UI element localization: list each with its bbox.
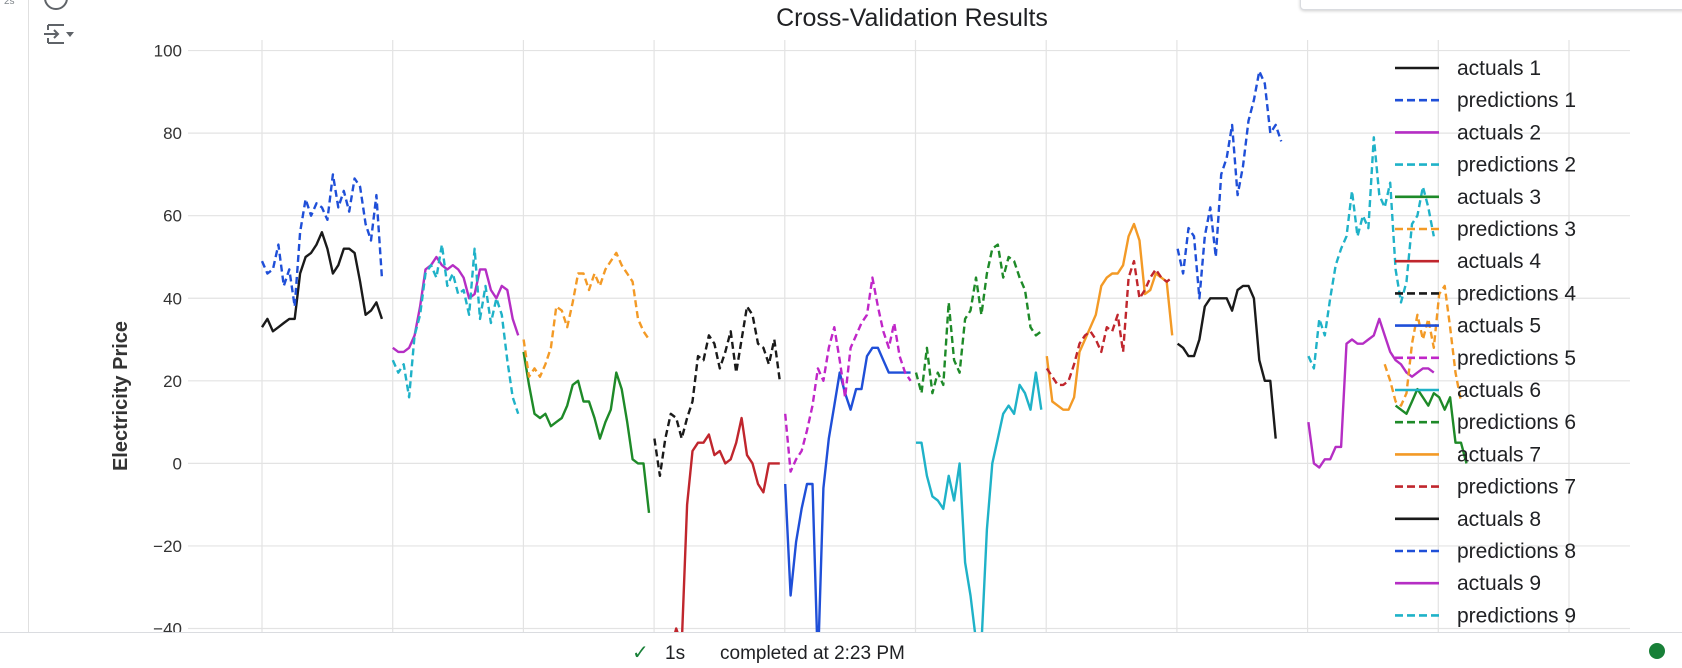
legend-label: actuals 3: [1457, 186, 1541, 209]
series-line: [1176, 284, 1277, 439]
legend-label: actuals 5: [1457, 315, 1541, 338]
cross-validation-chart: −40 −20 0 20 40 60 80 100 Cross-Validation Resu…: [110, 4, 1630, 632]
series-line: [784, 346, 911, 632]
y-axis-label: Electricity Price: [110, 321, 132, 471]
run-duration: 1s: [665, 643, 686, 664]
legend-label: actuals 7: [1457, 443, 1541, 466]
run-time-label: 2s: [4, 0, 15, 7]
y-tick-label: 100: [154, 42, 182, 61]
legend-label: predictions 9: [1457, 604, 1576, 627]
legend-label: predictions 6: [1457, 411, 1576, 434]
checkmark-icon: ✓: [632, 642, 649, 664]
y-tick-label: −20: [153, 537, 182, 556]
series-line: [260, 173, 384, 308]
legend-label: predictions 5: [1457, 347, 1576, 370]
series-line: [1176, 69, 1283, 300]
legend-label: actuals 9: [1457, 572, 1541, 595]
status-message: completed at 2:23 PM: [720, 643, 905, 664]
y-tick-label: 0: [173, 454, 182, 473]
legend-label: predictions 8: [1457, 540, 1576, 563]
status-indicator-icon: [1649, 643, 1665, 659]
legend-label: predictions 4: [1457, 282, 1576, 305]
series-line: [1045, 259, 1173, 387]
series-line: [260, 230, 384, 333]
chart-title: Cross-Validation Results: [776, 4, 1048, 32]
legend-label: predictions 2: [1457, 154, 1576, 177]
legend-label: actuals 6: [1457, 379, 1541, 402]
series-line: [674, 416, 780, 632]
series-line: [784, 276, 912, 473]
legend-label: actuals 1: [1457, 57, 1541, 80]
series-line: [522, 251, 650, 378]
floating-popup: [1300, 0, 1682, 10]
status-bar: ✓ 1s completed at 2:23 PM: [0, 632, 1682, 668]
legend-label: predictions 1: [1457, 89, 1576, 112]
axes: −40 −20 0 20 40 60 80 100: [153, 42, 182, 632]
cell-gutter: 2s: [0, 0, 29, 632]
series-line: [916, 371, 1043, 632]
series-line: [1045, 222, 1174, 411]
y-tick-label: −40: [153, 620, 182, 633]
legend: actuals 1 predictions 1 actuals 2 predictio…: [1395, 57, 1576, 627]
legend-label: actuals 2: [1457, 121, 1541, 144]
y-tick-label: 40: [163, 289, 182, 308]
series-lines: [260, 69, 1468, 632]
series-line: [1307, 136, 1435, 370]
series-line: [1307, 317, 1435, 469]
legend-label: actuals 4: [1457, 250, 1541, 273]
series-line: [914, 243, 1043, 395]
y-tick-label: 80: [163, 124, 182, 143]
series-line: [653, 305, 781, 477]
legend-label: actuals 8: [1457, 508, 1541, 531]
series-line: [1394, 387, 1468, 464]
legend-label: predictions 7: [1457, 476, 1576, 499]
series-line: [522, 351, 651, 514]
series-line: [391, 243, 520, 415]
y-tick-label: 20: [163, 372, 182, 391]
output-settings-icon[interactable]: [44, 22, 76, 46]
series-line: [1383, 284, 1463, 407]
y-tick-label: 60: [163, 207, 182, 226]
legend-label: predictions 3: [1457, 218, 1576, 241]
